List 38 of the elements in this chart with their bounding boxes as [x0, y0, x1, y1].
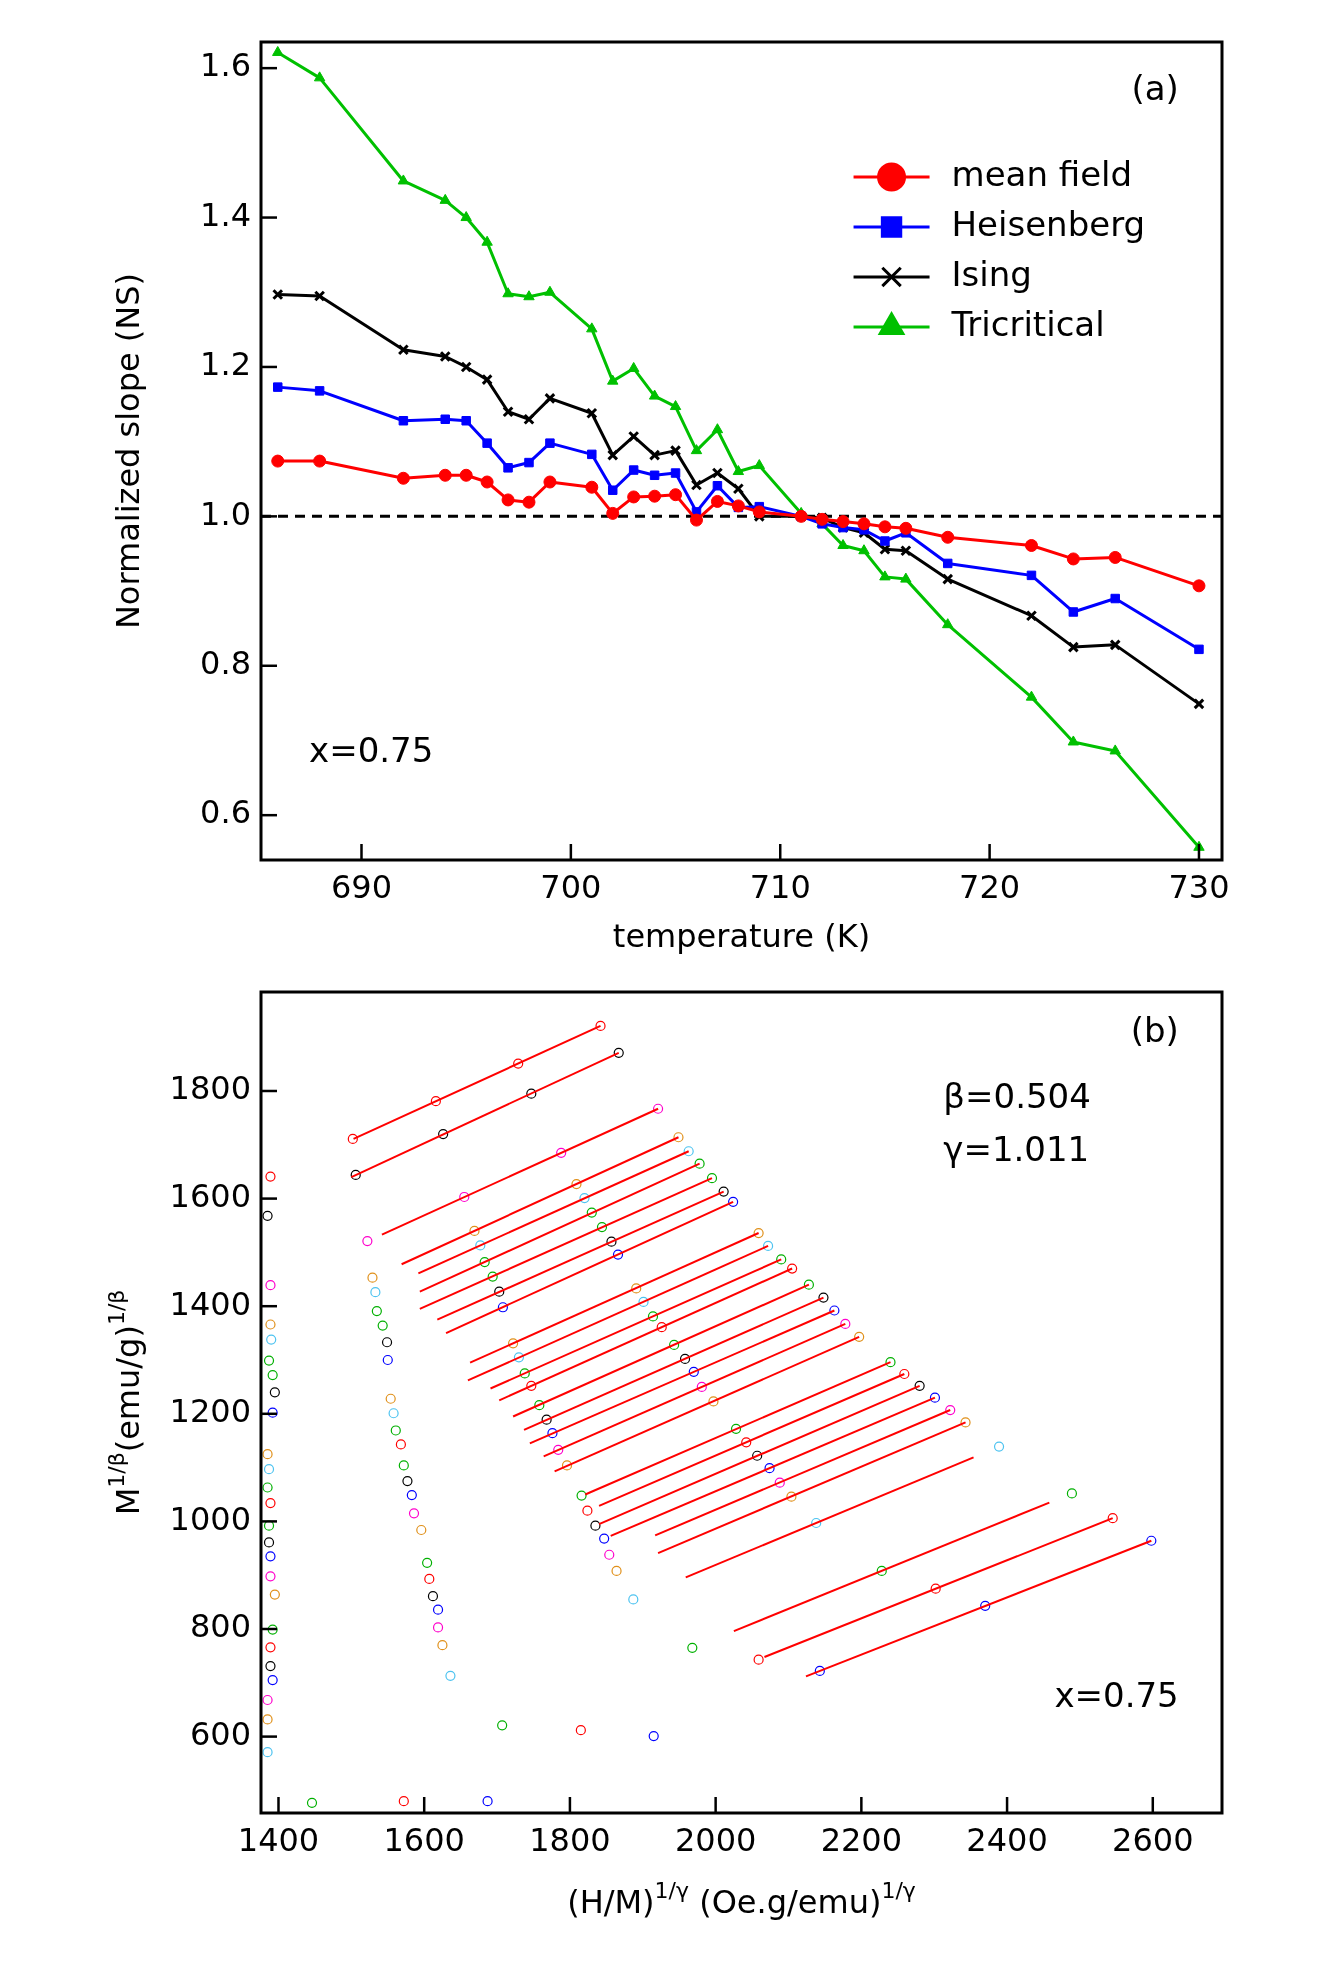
- annotation: γ=1.011: [943, 1128, 1090, 1169]
- x-tick-label: 730: [1168, 867, 1230, 906]
- x-tick-label: 690: [330, 867, 393, 906]
- y-tick-label: 1.0: [200, 494, 251, 533]
- x-tick-label: 2600: [1112, 1820, 1194, 1859]
- y-tick-label: 1.6: [200, 46, 251, 85]
- y-tick-label: 800: [189, 1607, 251, 1646]
- y-tick-label: 0.8: [200, 644, 251, 683]
- x-tick-label: 720: [959, 867, 1021, 906]
- y-axis-title: M1/β(emu/g)1/β: [103, 1289, 148, 1516]
- y-tick-label: 1.2: [200, 345, 251, 384]
- x-tick-label: 1600: [383, 1820, 465, 1859]
- y-tick-label: 1600: [169, 1176, 251, 1215]
- y-tick-label: 0.6: [200, 793, 251, 832]
- annotation: β=0.504: [943, 1075, 1091, 1116]
- x-tick-label: 2200: [820, 1820, 903, 1859]
- y-axis-title: Normalized slope (NS): [109, 272, 148, 630]
- annotation: (b): [1130, 1009, 1179, 1050]
- legend-label: Ising: [951, 253, 1032, 294]
- x-tick-label: 2000: [674, 1820, 757, 1859]
- legend-label: mean field: [951, 153, 1133, 194]
- x-tick-label: 1800: [529, 1820, 611, 1859]
- annotation: x=0.75: [309, 730, 434, 771]
- x-tick-label: 710: [749, 867, 811, 906]
- annotation: x=0.75: [1054, 1674, 1179, 1715]
- y-tick-label: 1200: [169, 1392, 251, 1431]
- y-tick-label: 1800: [169, 1069, 251, 1108]
- x-tick-label: 700: [540, 867, 602, 906]
- legend-label: Tricritical: [950, 303, 1105, 344]
- y-tick-label: 1.4: [200, 195, 251, 234]
- x-axis-title: temperature (K): [612, 917, 871, 956]
- x-tick-label: 1400: [237, 1820, 320, 1859]
- y-tick-label: 1400: [169, 1284, 251, 1323]
- legend-label: Heisenberg: [951, 203, 1146, 244]
- annotation: (a): [1131, 67, 1179, 108]
- y-tick-label: 1000: [169, 1499, 251, 1538]
- y-tick-label: 600: [189, 1714, 251, 1753]
- x-tick-label: 2400: [966, 1820, 1048, 1859]
